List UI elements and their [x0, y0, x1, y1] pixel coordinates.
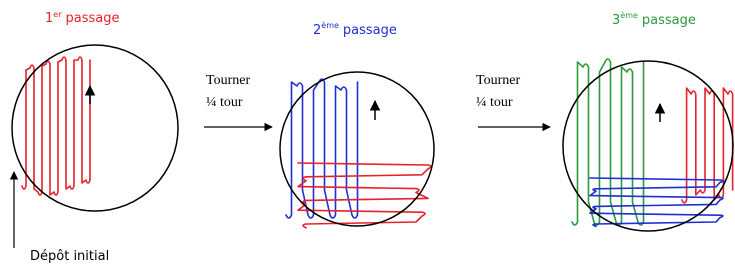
turn-label: ¼ tour [476, 95, 513, 110]
petri-dish [12, 45, 178, 211]
pass-number: 1 [45, 11, 53, 26]
pass-label: 2ème passage [313, 20, 397, 38]
pass-word: passage [642, 13, 696, 28]
pass-label: 1er passage [45, 10, 119, 26]
pass-number: 2 [313, 23, 321, 38]
streaks [22, 57, 733, 228]
pass-sup: er [53, 10, 62, 19]
pass-word: passage [66, 11, 120, 26]
streak [298, 163, 431, 228]
diagram: 1erpassage 2èmepassage 3èmepassage Tourn… [0, 0, 735, 267]
pass-word: passage [343, 23, 397, 38]
pass-number: 3 [612, 13, 620, 28]
pass-sup: ème [620, 10, 638, 20]
turn-label: ¼ tour [206, 95, 243, 110]
pass-label: 3ème passage [612, 10, 696, 28]
streak [22, 57, 90, 195]
caption: Dépôt initial [30, 249, 109, 264]
streak [682, 88, 733, 203]
turn-label: Tourner [476, 73, 520, 88]
turn-label: Tourner [206, 73, 250, 88]
pass-sup: ème [321, 20, 339, 30]
